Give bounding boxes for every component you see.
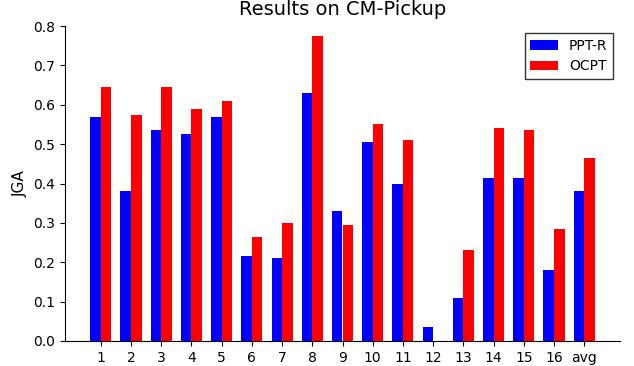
Bar [403,140,413,341]
Bar [313,36,323,341]
Bar [493,128,504,341]
Bar [252,237,262,341]
Bar [181,134,191,341]
Bar [513,178,524,341]
Bar [463,250,474,341]
Legend: PPT-R, OCPT: PPT-R, OCPT [524,33,613,79]
Bar [211,116,222,341]
Bar [574,191,584,341]
Bar [584,158,595,341]
Title: Results on CM-Pickup: Results on CM-Pickup [239,0,446,19]
Bar [242,256,252,341]
Bar [483,178,493,341]
Bar [271,258,282,341]
Bar [90,116,101,341]
Bar [151,130,161,341]
Bar [161,87,172,341]
Bar [101,87,112,341]
Y-axis label: JGA: JGA [13,170,28,197]
Bar [302,93,313,341]
Bar [524,130,534,341]
Bar [362,142,373,341]
Bar [131,115,141,341]
Bar [191,109,202,341]
Bar [332,211,342,341]
Bar [222,101,232,341]
Bar [543,270,554,341]
Bar [373,124,384,341]
Bar [392,183,403,341]
Bar [453,298,463,341]
Bar [120,191,131,341]
Bar [423,327,433,341]
Bar [554,229,564,341]
Bar [282,223,293,341]
Bar [342,225,353,341]
